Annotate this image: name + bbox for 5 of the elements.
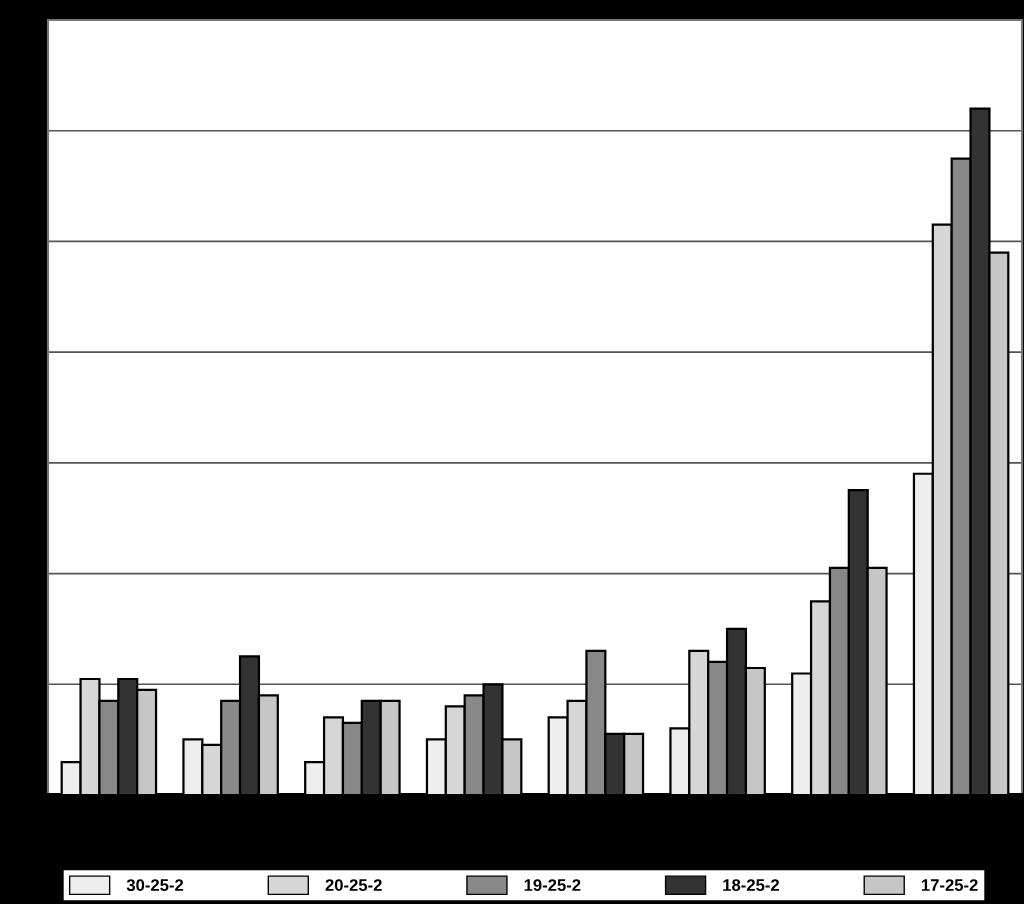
legend-label: 19-25-2 bbox=[524, 879, 581, 891]
legend-label: 30-25-2 bbox=[126, 879, 184, 892]
legend-label: 17-25-2 bbox=[921, 879, 978, 891]
legend-label: 18-25-2 bbox=[723, 879, 780, 891]
legend-label: 20-25-2 bbox=[325, 879, 382, 891]
